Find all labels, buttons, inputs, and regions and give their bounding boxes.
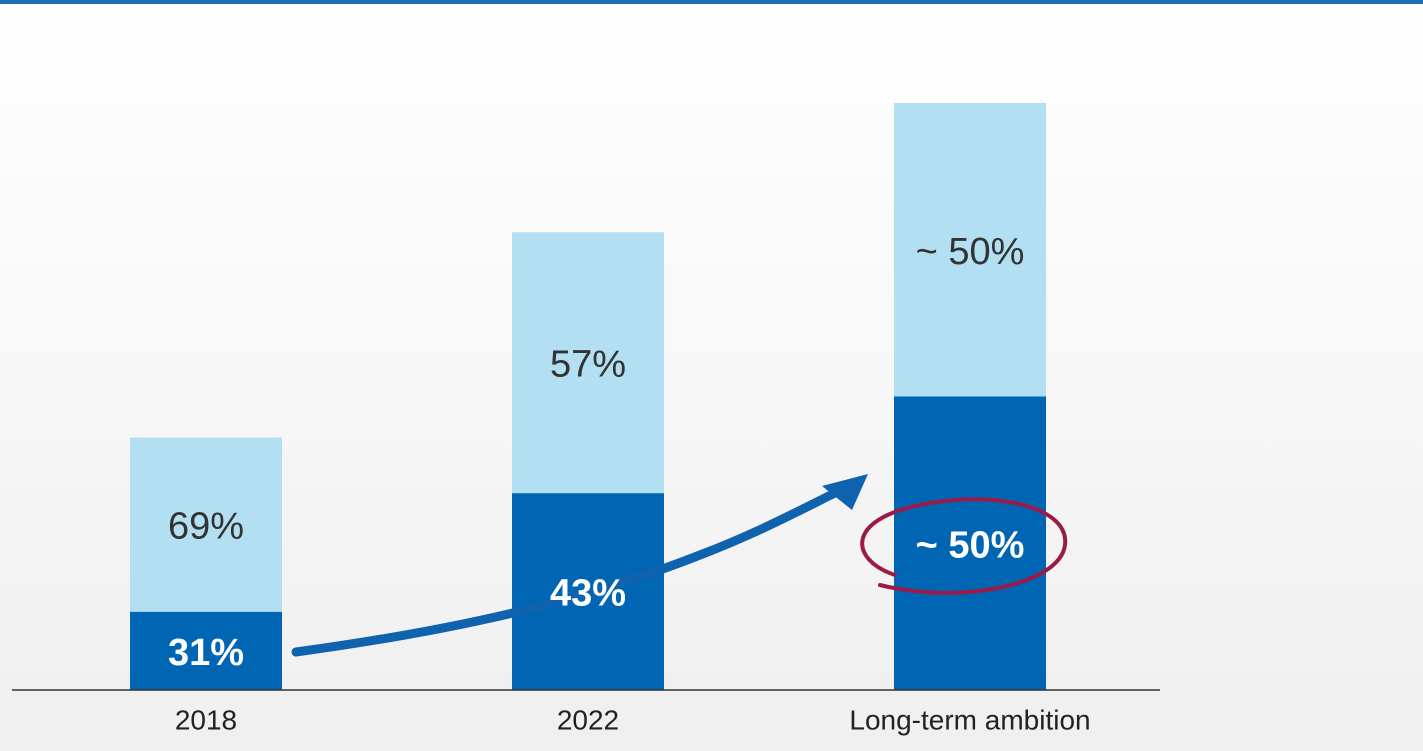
bar-segment	[512, 232, 664, 494]
top-rule	[0, 0, 1423, 4]
value-label: 43%	[550, 573, 626, 615]
value-label: ~ 50%	[916, 524, 1025, 566]
bar-segment	[130, 437, 282, 612]
value-label: 69%	[168, 506, 244, 548]
bars	[130, 103, 1046, 690]
value-label: 57%	[550, 344, 626, 386]
value-label: 31%	[168, 632, 244, 674]
bar-segment	[130, 611, 282, 690]
x-tick-label: Long-term ambition	[849, 704, 1090, 735]
highlight-circle	[860, 497, 1068, 595]
value-label: ~ 50%	[916, 231, 1025, 273]
x-tick-label: 2022	[557, 704, 619, 735]
bar-segment	[894, 103, 1046, 397]
growth-arrow	[291, 483, 850, 657]
x-tick-label: 2018	[175, 704, 237, 735]
arrow-head	[822, 474, 868, 510]
bar-segment	[894, 396, 1046, 690]
